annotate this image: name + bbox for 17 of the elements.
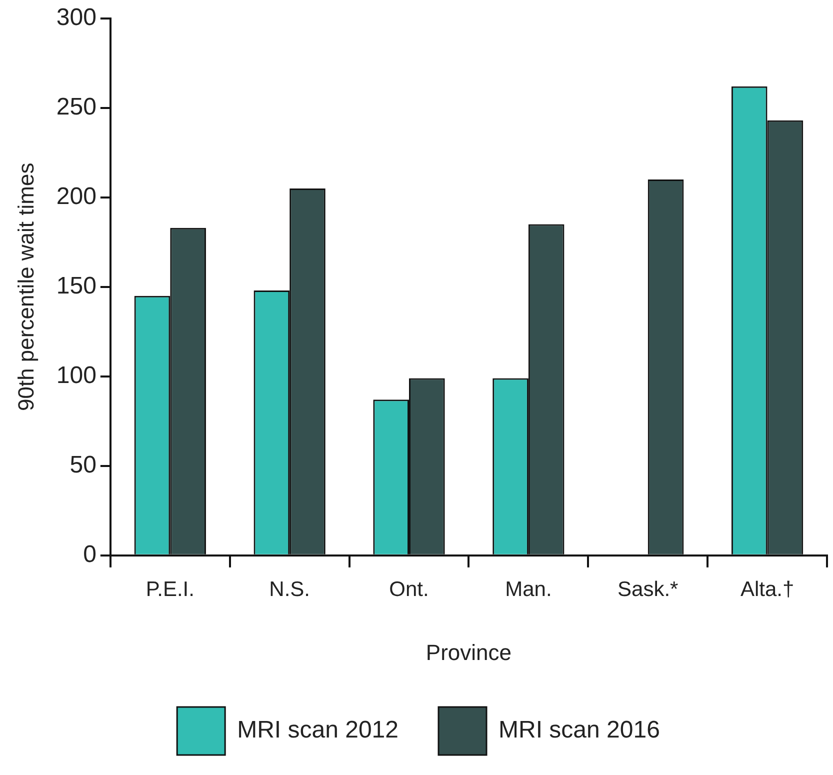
y-tick-label: 50 <box>70 452 96 479</box>
legend-label: MRI scan 2012 <box>237 716 399 744</box>
legend-label: MRI scan 2016 <box>498 716 660 744</box>
x-tick-label: N.S. <box>269 578 310 601</box>
x-tick-label: P.E.I. <box>146 578 194 601</box>
x-axis-title: Province <box>426 640 512 665</box>
x-tick-label: Man. <box>505 578 552 601</box>
x-tick-label: Sask.* <box>618 578 678 601</box>
y-tick-label: 300 <box>56 4 96 32</box>
y-tick-label: 150 <box>56 272 96 300</box>
x-tick-label: Alta.† <box>740 578 794 601</box>
y-tick-label: 200 <box>56 183 96 210</box>
y-tick-label: 100 <box>56 362 96 390</box>
y-tick-label: 0 <box>83 541 96 568</box>
x-tick-label: Ont. <box>389 578 429 601</box>
y-axis-title: 90th percentile wait times <box>13 162 38 412</box>
y-tick-label: 250 <box>56 94 96 121</box>
